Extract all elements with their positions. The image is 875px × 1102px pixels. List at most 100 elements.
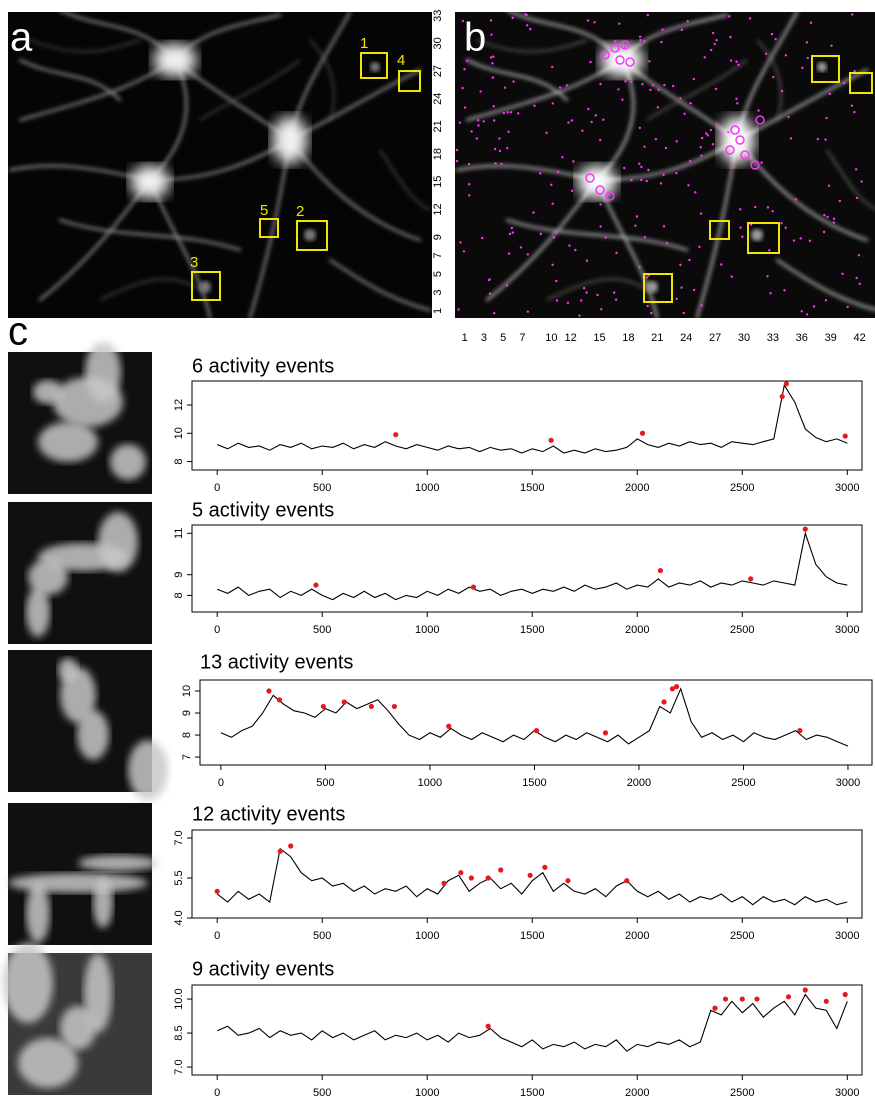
roi-dot: [662, 174, 664, 176]
roi-dot: [644, 236, 646, 238]
x-tick-label: 3000: [835, 1087, 859, 1099]
event-marker: [674, 684, 679, 689]
roi-dot: [491, 62, 493, 64]
roi-dot: [700, 212, 702, 214]
roi-dot: [689, 102, 691, 104]
roi-dot: [727, 131, 729, 133]
y-tick-label: 27: [432, 65, 444, 77]
x-tick-label: 500: [313, 1087, 331, 1099]
roi-dot: [493, 105, 495, 107]
thumbnail-structure: [128, 740, 168, 800]
roi-dot: [714, 43, 716, 45]
roi-dot: [578, 314, 580, 316]
thumbnail-structure: [85, 342, 121, 402]
x-tick-label: 2000: [625, 930, 649, 942]
y-tick-label: 24: [432, 93, 444, 105]
y-tick-label: 12: [432, 203, 444, 215]
roi-thumbnail: [8, 650, 168, 800]
roi-dot: [767, 206, 769, 208]
chart-title: 5 activity events: [192, 499, 334, 521]
event-marker: [534, 728, 539, 733]
event-marker: [803, 987, 808, 992]
event-marker: [288, 843, 293, 848]
roi-dot: [506, 284, 508, 286]
event-marker: [661, 699, 666, 704]
event-marker: [754, 996, 759, 1001]
x-tick-label: 500: [313, 482, 331, 494]
roi-dot: [617, 88, 619, 90]
roi-dot: [760, 161, 762, 163]
roi-dot: [809, 240, 811, 242]
event-marker: [723, 996, 728, 1001]
roi-dot: [693, 78, 695, 80]
roi-dot: [596, 294, 598, 296]
roi-dot: [769, 292, 771, 294]
y-tick-label: 8: [173, 458, 185, 464]
event-marker: [824, 999, 829, 1004]
roi-dot: [728, 15, 730, 17]
roi-dot: [649, 89, 651, 91]
event-marker: [542, 865, 547, 870]
x-tick-label: 3: [481, 332, 487, 344]
roi-dot: [477, 124, 479, 126]
roi-dot: [580, 299, 582, 301]
x-tick-label: 0: [214, 1087, 220, 1099]
roi-dot: [774, 38, 776, 40]
roi-dot: [463, 250, 465, 252]
event-marker: [565, 878, 570, 883]
x-tick-label: 18: [622, 332, 634, 344]
roi-dot: [718, 125, 720, 127]
roi-dot: [581, 129, 583, 131]
event-marker: [277, 697, 282, 702]
x-tick-label: 7: [519, 332, 525, 344]
thumbnail-structure: [33, 380, 63, 404]
event-marker: [266, 688, 271, 693]
roi-dot: [567, 121, 569, 123]
roi-dot: [660, 182, 662, 184]
roi-dot: [655, 138, 657, 140]
roi-dot: [650, 312, 652, 314]
x-tick-label: 1500: [520, 930, 544, 942]
roi-label: 5: [260, 202, 268, 219]
roi-dot: [614, 40, 616, 42]
roi-dot: [851, 13, 853, 15]
y-tick-label: 15: [432, 176, 444, 188]
roi-dot: [599, 83, 601, 85]
roi-dot: [799, 237, 801, 239]
x-tick-label: 36: [796, 332, 808, 344]
roi-dot: [457, 308, 459, 310]
plot-frame: [192, 381, 862, 470]
roi-label: 2: [296, 203, 304, 220]
roi-dot: [859, 283, 861, 285]
event-marker: [797, 728, 802, 733]
event-marker: [469, 875, 474, 880]
roi-dot: [829, 93, 831, 95]
thumbnail-structure: [26, 883, 50, 943]
x-tick-label: 3000: [836, 777, 860, 789]
roi-dot: [621, 99, 623, 101]
roi-dot: [476, 137, 478, 139]
event-marker: [843, 433, 848, 438]
y-tick-label: 9: [432, 234, 444, 240]
x-tick-label: 12: [564, 332, 576, 344]
page: {"panel_a": {"label": "a", "boxes": ["1"…: [0, 0, 875, 1102]
roi-dot: [700, 154, 702, 156]
roi-dot: [730, 275, 732, 277]
roi-dot: [676, 140, 678, 142]
event-marker: [712, 1006, 717, 1011]
roi-dot: [459, 121, 461, 123]
roi-dot: [672, 85, 674, 87]
roi-dot: [507, 131, 509, 133]
page-body: a b c 1452313571012151821242730333639421…: [0, 0, 875, 1102]
roi-dot: [493, 119, 495, 121]
roi-dot: [665, 147, 667, 149]
roi-dot: [705, 132, 707, 134]
roi-dot: [663, 225, 665, 227]
roi-dot: [509, 233, 511, 235]
trace-line: [221, 689, 848, 746]
roi-dot: [504, 86, 506, 88]
roi-dot: [687, 184, 689, 186]
roi-dot: [787, 116, 789, 118]
roi-dot: [461, 87, 463, 89]
roi-dot: [550, 184, 552, 186]
